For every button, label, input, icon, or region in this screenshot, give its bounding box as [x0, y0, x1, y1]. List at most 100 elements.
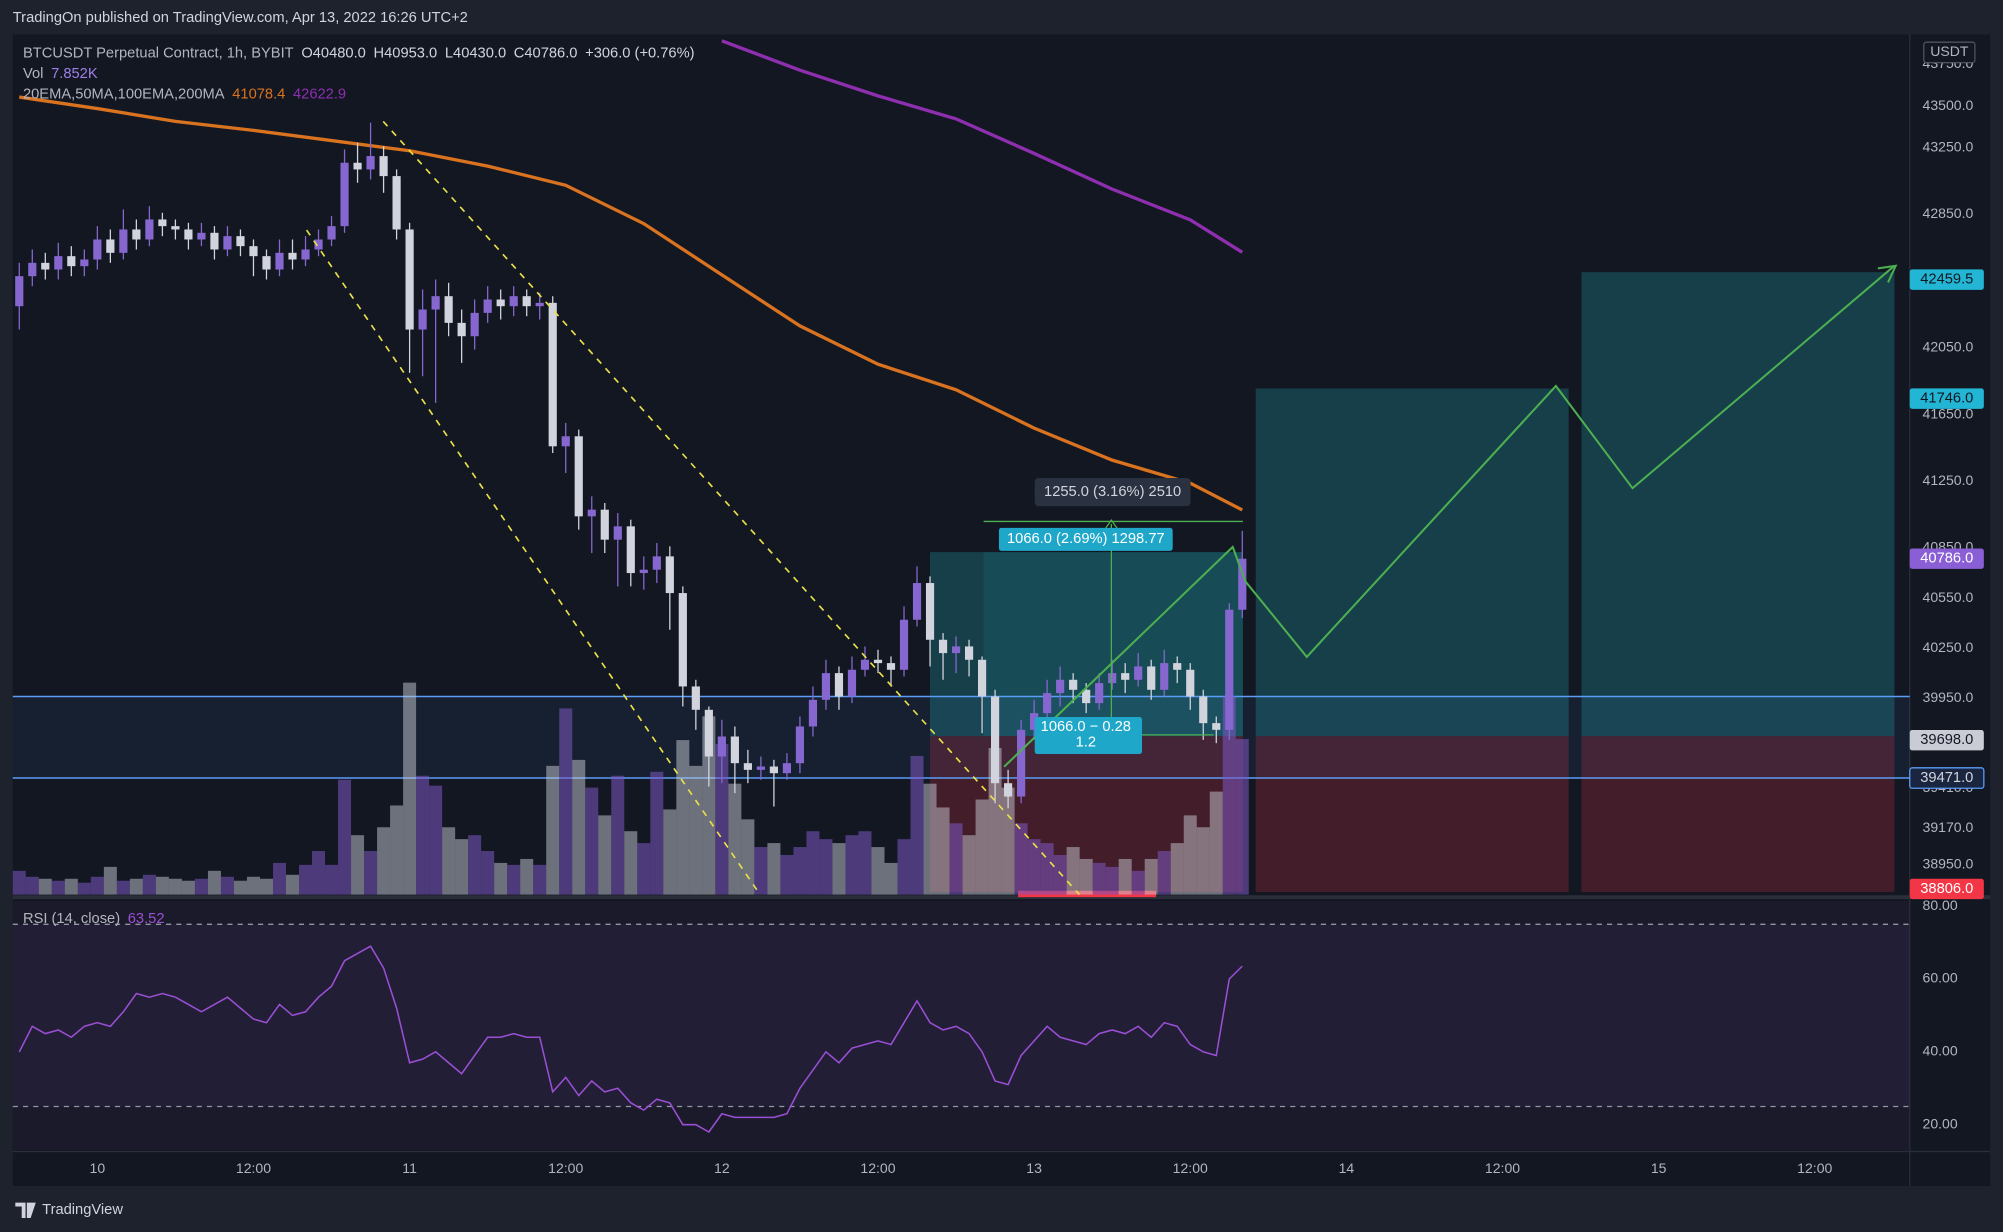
candle-body: [1160, 663, 1169, 690]
annotation-box: [1034, 477, 1191, 507]
volume-bar: [663, 809, 677, 895]
price-label-bg: [1909, 269, 1984, 290]
candle-body: [899, 619, 909, 670]
volume-bar: [858, 831, 872, 895]
candle-body: [444, 296, 453, 323]
volume-bar: [1196, 827, 1210, 895]
candle-body: [470, 312, 479, 337]
volume-bar: [416, 775, 430, 895]
volume-bar: [272, 862, 287, 895]
rsi-tick-label: 40.00: [1923, 1043, 1958, 1059]
candle-body: [496, 299, 505, 307]
volume-bar: [1092, 862, 1106, 895]
volume-bar: [64, 878, 78, 895]
volume-bar: [233, 880, 247, 895]
series-layer: [12, 39, 1910, 1134]
currency-box: [1923, 41, 1976, 64]
y-tick-label: 38950.0: [1923, 856, 1974, 872]
volume-bar: [715, 744, 729, 895]
volume-bar: [936, 807, 950, 895]
ohlc-open: O40480.0: [301, 46, 366, 62]
candle-body: [1056, 679, 1065, 694]
candle-body: [600, 509, 609, 540]
candle-body: [964, 646, 974, 660]
volume-name: Vol: [23, 66, 43, 82]
volume-bar: [507, 864, 521, 895]
drawings: 1255.0 (3.16%) 2510 1066.0 (2.69%) 1298.…: [305, 120, 1898, 896]
volume-bar: [1170, 843, 1184, 895]
candle-body: [847, 669, 857, 697]
candle-body: [236, 236, 245, 247]
candle-body: [704, 709, 713, 757]
volume-bar: [962, 835, 976, 895]
moving-average: [721, 39, 1244, 254]
candle-body: [743, 763, 752, 770]
volume-value: 7.852K: [51, 66, 98, 82]
volume-bar: [25, 876, 39, 895]
y-tick-label: 39950.0: [1923, 689, 1974, 705]
candle-body: [340, 162, 349, 227]
volume-bar: [520, 858, 534, 895]
volume-bar: [12, 870, 26, 895]
volume-bar: [129, 878, 143, 895]
volume-bar: [442, 827, 456, 895]
volume-bar: [689, 765, 703, 895]
candle-body: [938, 639, 948, 654]
candle-body: [93, 239, 102, 260]
candle-body: [756, 766, 765, 770]
volume-bar: [325, 864, 339, 895]
ohlc-low: L40430.0: [445, 46, 506, 62]
volume-bar: [259, 878, 273, 895]
legend-indicators: 20EMA,50MA,100EMA,200MA 41078.4 42622.9: [23, 86, 346, 102]
price-label: 39698.0: [1920, 732, 1973, 748]
candle-body: [418, 309, 427, 330]
candle-body: [158, 219, 167, 227]
volume-bar: [676, 740, 690, 895]
volume-bar: [168, 878, 182, 895]
candle-body: [613, 526, 622, 540]
volume-bar: [181, 880, 195, 895]
y-tick-label: 40250.0: [1923, 639, 1974, 655]
axes: 43750.043500.043250.042850.042050.041650…: [90, 55, 1985, 1176]
candle-body: [366, 156, 375, 170]
candle-body: [1069, 679, 1078, 690]
x-tick-label: 10: [90, 1160, 106, 1176]
candle-body: [132, 229, 141, 240]
candle-body: [769, 766, 778, 774]
candle-body: [353, 162, 362, 170]
volume-bar: [207, 870, 221, 895]
volume-bar: [897, 839, 911, 895]
volume-bar: [559, 708, 573, 895]
symbol-title: BTCUSDT Perpetual Contract, 1h, BYBIT: [23, 46, 294, 62]
ohlc-change: +306.0 (+0.76%): [585, 46, 694, 62]
volume-bar: [299, 864, 313, 895]
y-tick-label: 41650.0: [1923, 405, 1974, 421]
annotation: 1066.0 (2.69%) 1298.77: [1007, 531, 1165, 547]
rsi-title: RSI (14, close): [23, 911, 120, 927]
rsi-line: [18, 945, 1243, 1134]
profit-zone: [1581, 272, 1895, 737]
volume-bar: [312, 851, 326, 895]
candle-body: [1082, 689, 1091, 704]
price-label-bg: [1909, 548, 1984, 569]
annotation: 1255.0 (3.16%) 2510: [1044, 484, 1181, 500]
volume-bar: [429, 785, 443, 895]
volume-bar: [819, 839, 833, 895]
volume-bar: [1027, 839, 1041, 895]
volume-bar: [194, 878, 208, 895]
volume-bar: [832, 843, 846, 895]
ohlc-close: C40786.0: [514, 46, 578, 62]
candle-body: [106, 239, 115, 253]
publish-info: TradingOn published on TradingView.com, …: [13, 10, 468, 26]
annotation: 1066.0 − 0.28: [1041, 719, 1131, 735]
volume-bar: [884, 862, 898, 895]
volume-bar: [572, 759, 586, 895]
volume-bar: [377, 827, 391, 895]
volume-bar: [220, 876, 234, 895]
volume-bar: [741, 819, 755, 895]
candle-body: [912, 583, 922, 620]
volume-bar: [1183, 815, 1197, 895]
volume-bar: [1222, 696, 1236, 895]
candle-body: [1212, 723, 1221, 730]
